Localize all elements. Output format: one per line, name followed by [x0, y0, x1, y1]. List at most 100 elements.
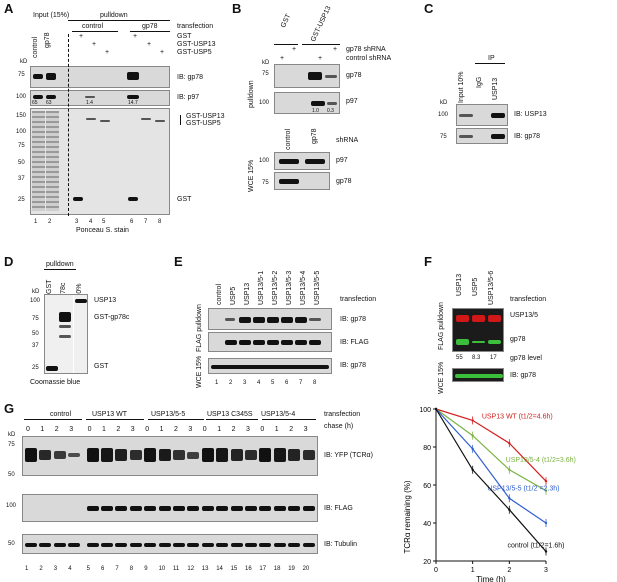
d-pulldown: pulldown — [46, 261, 74, 268]
g-group: USP13/5-4 — [261, 411, 296, 418]
g-ib-flag: IB: FLAG — [324, 505, 353, 512]
a-mw: 150 — [16, 113, 27, 119]
a-gst-usp5-r: GST-USP5 — [186, 120, 221, 127]
g-group: control — [50, 411, 72, 418]
a-plus: + — [147, 41, 152, 48]
f-val: 8.3 — [472, 355, 481, 361]
chart-xtick-label: 0 — [434, 567, 438, 574]
d-kd: kD — [32, 289, 40, 295]
panel-label-d: D — [4, 254, 14, 269]
a-input-header: Input (15%) — [33, 12, 70, 19]
chart-point — [544, 489, 548, 492]
b-gp78-sh: gp78 shRNA — [346, 46, 386, 53]
b-val: 1.0 — [312, 108, 319, 114]
chart-point — [471, 434, 474, 437]
c-usp13: USP13 — [492, 77, 499, 100]
a-lane-num: 7 — [144, 219, 148, 225]
d-mw: 100 — [30, 298, 41, 304]
a-lane-num: 2 — [48, 219, 52, 225]
d-coomassie: Coomassie blue — [30, 379, 81, 386]
g-lane-num: 6 — [101, 566, 105, 572]
b-shrna: shRNA — [336, 137, 359, 144]
chart-ytick-label: 40 — [423, 521, 431, 528]
a-lane-control: control — [32, 36, 39, 58]
e-ib-gp78b: IB: gp78 — [340, 362, 367, 369]
g-lane-num: 20 — [302, 566, 310, 572]
g-lane-num: 19 — [288, 566, 295, 572]
b-gst-usp13: GST-USP13 — [310, 5, 333, 43]
c-igg: IgG — [476, 76, 483, 88]
b-control: control — [285, 128, 292, 150]
g-time: 0 — [87, 426, 92, 433]
d-gst: GST — [46, 279, 53, 294]
panel-label-e: E — [174, 254, 183, 269]
chart-ytick-label: 20 — [423, 559, 431, 566]
g-time: 1 — [40, 426, 45, 433]
b-mw: 75 — [262, 180, 269, 186]
e-flag-pd: FLAG pulldown — [196, 304, 203, 352]
a-blot-gp78 — [30, 66, 170, 88]
chart-point — [544, 521, 548, 525]
d-usp13: USP13 — [94, 297, 117, 304]
a-lane-gp78: gp78 — [44, 32, 51, 48]
f-transfection: transfection — [510, 296, 547, 303]
e-lane: 5 — [271, 380, 275, 386]
b-gst: GST — [280, 12, 293, 29]
f-val: 17 — [490, 355, 497, 361]
g-kd: kD — [8, 432, 16, 438]
panel-label-f: F — [424, 254, 432, 269]
b-blot-gp78 — [274, 64, 340, 88]
b-gp78: gp78 — [346, 72, 362, 79]
a-plus: + — [160, 49, 165, 56]
f-wce: WCE 15% — [438, 361, 445, 394]
b-blot-p97 — [274, 92, 340, 114]
g-lane-num: 4 — [68, 566, 72, 572]
e-col: USP5 — [230, 286, 237, 305]
e-wce: WCE 15% — [196, 355, 203, 388]
e-col: USP13/5-4 — [300, 270, 307, 305]
g-mw: 50 — [8, 541, 15, 547]
g-lane-num: 5 — [86, 566, 90, 572]
g-ib-tubulin: IB: Tubulin — [324, 541, 358, 548]
e-col: control — [216, 283, 223, 305]
e-col: USP13 — [244, 282, 251, 305]
f-flag-pd: FLAG pulldown — [438, 302, 445, 350]
chart-point — [508, 508, 511, 511]
a-lane-num: 1 — [34, 219, 38, 225]
b-wce-p97: p97 — [336, 157, 348, 164]
b-blot-wce-gp78 — [274, 172, 330, 190]
g-time: 1 — [159, 426, 164, 433]
g-mw: 75 — [8, 442, 15, 448]
chart-series-line — [435, 408, 547, 552]
f-blot-wce — [452, 368, 504, 382]
g-lane-num: 12 — [187, 566, 195, 572]
g-transfection: transfection — [324, 411, 361, 418]
chart-point — [544, 550, 548, 553]
chart-point — [471, 419, 474, 422]
chart-ylabel: TCRα remaining (%) — [403, 480, 412, 553]
chart-ytick-label: 60 — [423, 483, 431, 490]
a-ib-gp78: IB: gp78 — [177, 74, 204, 81]
a-ponceau: Ponceau S. stain — [76, 227, 129, 234]
g-lane-num: 13 — [201, 566, 209, 572]
g-ib-yfp: IB: YFP (TCRα) — [324, 452, 373, 459]
a-lane-num: 8 — [158, 219, 162, 225]
e-lane: 3 — [243, 380, 247, 386]
a-gst-usp-labels: GST-USP13 GST-USP5 — [186, 113, 225, 127]
b-val: 0.3 — [327, 108, 334, 114]
chart-point — [471, 468, 474, 471]
a-lane-num: 4 — [89, 219, 93, 225]
e-lane: 6 — [285, 380, 289, 386]
panel-label-a: A — [4, 1, 14, 16]
b-pulldown: pulldown — [248, 80, 255, 108]
chart-series-label: USP13/5-4 (t1/2=3.6h) — [506, 457, 576, 464]
b-ctrl-sh: control shRNA — [346, 55, 392, 62]
chart-series-line — [435, 408, 547, 482]
b-wce: WCE 15% — [248, 159, 255, 192]
a-plus: + — [105, 49, 110, 56]
chart-ytick-label: 100 — [419, 407, 431, 414]
g-lane-num: 8 — [129, 566, 134, 572]
g-mw: 50 — [8, 472, 15, 478]
a-mw: 37 — [18, 176, 25, 182]
e-transfection: transfection — [340, 296, 377, 303]
